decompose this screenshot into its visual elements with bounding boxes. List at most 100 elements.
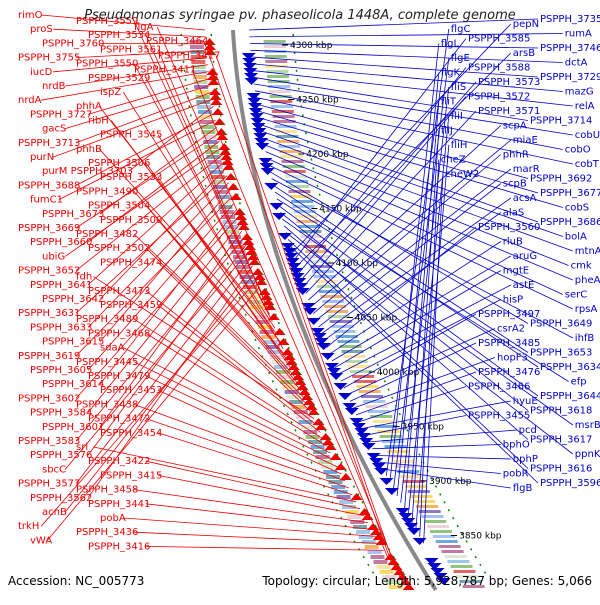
- feature-band: [342, 505, 356, 509]
- gene-label: PSPPH_3713: [18, 138, 80, 149]
- feature-band: [291, 405, 306, 409]
- feature-band: [311, 270, 334, 273]
- gene-leader-line: [157, 49, 268, 308]
- gene-leader-line: [340, 299, 501, 382]
- reverse-gene-arrow: [361, 443, 376, 450]
- reverse-gene-arrow: [351, 423, 366, 430]
- feature-band: [265, 345, 280, 349]
- gene-leader-line: [133, 233, 305, 398]
- forward-gene-arrow: [207, 78, 220, 85]
- gene-label: ppnK: [575, 449, 600, 460]
- gene-label: PSPPH_3669: [18, 223, 80, 234]
- reverse-gene-arrow: [384, 488, 399, 495]
- gene-label: PSPPH_3459: [100, 300, 162, 311]
- backbone-arc: [231, 29, 438, 592]
- gene-label: purM PSPPH_3703: [42, 166, 133, 177]
- feature-band: [413, 500, 436, 503]
- feature-band: [284, 390, 299, 394]
- feature-band: [194, 85, 209, 89]
- feature-tracks: [189, 38, 485, 590]
- gene-label: PSPPH_3746: [540, 43, 600, 54]
- feature-band: [358, 535, 373, 539]
- feature-band: [212, 180, 226, 184]
- gene-label: PSPPH_3416: [88, 541, 150, 552]
- feature-band: [257, 325, 272, 329]
- feature-band: [320, 465, 335, 469]
- feature-band: [197, 105, 212, 109]
- feature-band: [214, 190, 229, 194]
- feature-band: [430, 530, 452, 533]
- gene-label: fliI: [451, 111, 463, 122]
- gene-leader-line: [411, 130, 440, 524]
- feature-band: [203, 140, 218, 144]
- gene-label: fliH: [451, 140, 468, 151]
- feature-band: [268, 85, 291, 88]
- feature-band: [333, 490, 348, 494]
- gene-label: PSPPH_3585: [468, 34, 530, 45]
- feature-band: [300, 425, 315, 429]
- reverse-gene-arrow: [430, 568, 445, 575]
- gene-leader-line: [87, 203, 235, 371]
- gene-label: fliJ: [441, 126, 453, 137]
- gene-leader-line: [215, 55, 397, 572]
- gene-leader-line: [133, 404, 346, 482]
- forward-gene-arrow: [213, 118, 226, 125]
- reverse-gene-arrow: [250, 118, 265, 125]
- gene-label: PSPPH_3573: [478, 77, 540, 88]
- gene-label: bolA: [565, 232, 587, 243]
- gene-label: ribH: [88, 115, 109, 126]
- scale-label: 3950 kbp: [402, 423, 445, 433]
- gene-leader-line: [75, 175, 228, 314]
- feature-band: [322, 300, 345, 303]
- feature-band: [293, 410, 308, 414]
- feature-band: [264, 55, 287, 58]
- gene-label: PSPPH_3455: [468, 411, 530, 422]
- gene-leader-line: [250, 49, 563, 63]
- reverse-gene-arrow: [395, 508, 410, 515]
- reverse-gene-arrow: [327, 368, 341, 375]
- feature-band: [190, 50, 205, 54]
- gene-label: relA: [575, 101, 595, 112]
- feature-band: [350, 520, 365, 524]
- gene-leader-line: [375, 455, 511, 460]
- reverse-gene-arrow: [404, 523, 419, 530]
- feature-band: [281, 160, 304, 163]
- gene-label: PSPPH_3559: [76, 16, 138, 27]
- reverse-gene-arrow: [284, 253, 298, 260]
- feature-band: [303, 245, 326, 248]
- feature-band: [299, 230, 322, 233]
- feature-band: [189, 40, 204, 44]
- gene-label: bphP: [513, 454, 538, 465]
- gene-leader-line: [260, 124, 539, 223]
- gene-leader-line: [257, 110, 539, 194]
- gene-label: PSPPH_3473: [88, 286, 150, 297]
- forward-gene-arrow: [218, 143, 231, 150]
- gene-leader-line: [145, 290, 318, 426]
- reverse-gene-arrow: [252, 128, 267, 135]
- feature-band: [444, 555, 467, 558]
- gene-leader-line: [87, 161, 225, 286]
- gene-label: PSPPH_3454: [100, 428, 162, 439]
- gene-leader-line: [334, 270, 502, 369]
- feature-band: [358, 390, 381, 393]
- gene-leader-line: [157, 219, 302, 392]
- gene-label: PSPPH_3464: [146, 36, 208, 47]
- gene-leader-line: [315, 168, 512, 321]
- feature-band: [209, 170, 224, 174]
- feature-band: [379, 570, 394, 574]
- reverse-strand-labels: PSPPH_3735 rumA PSPPH_3746 dctA PSPPH_3729ma…: [248, 14, 600, 544]
- feature-band: [275, 130, 298, 133]
- feature-band: [200, 125, 215, 129]
- feature-band: [241, 280, 256, 284]
- gene-leader-line: [123, 517, 376, 537]
- gene-leader-line: [145, 503, 372, 530]
- scale-label: 4050 kbp: [355, 314, 398, 324]
- gene-label: flgB: [513, 483, 533, 494]
- gene-label: phhR: [503, 150, 529, 161]
- scale-label: 4250 kbp: [296, 96, 339, 106]
- feature-band: [202, 135, 217, 139]
- gene-label: PSPPH_3642: [42, 294, 104, 305]
- gene-label: rpsA: [575, 304, 598, 315]
- gene-label: PSPPH_3686: [540, 217, 600, 228]
- gene-label: PSPPH_3438: [76, 399, 138, 410]
